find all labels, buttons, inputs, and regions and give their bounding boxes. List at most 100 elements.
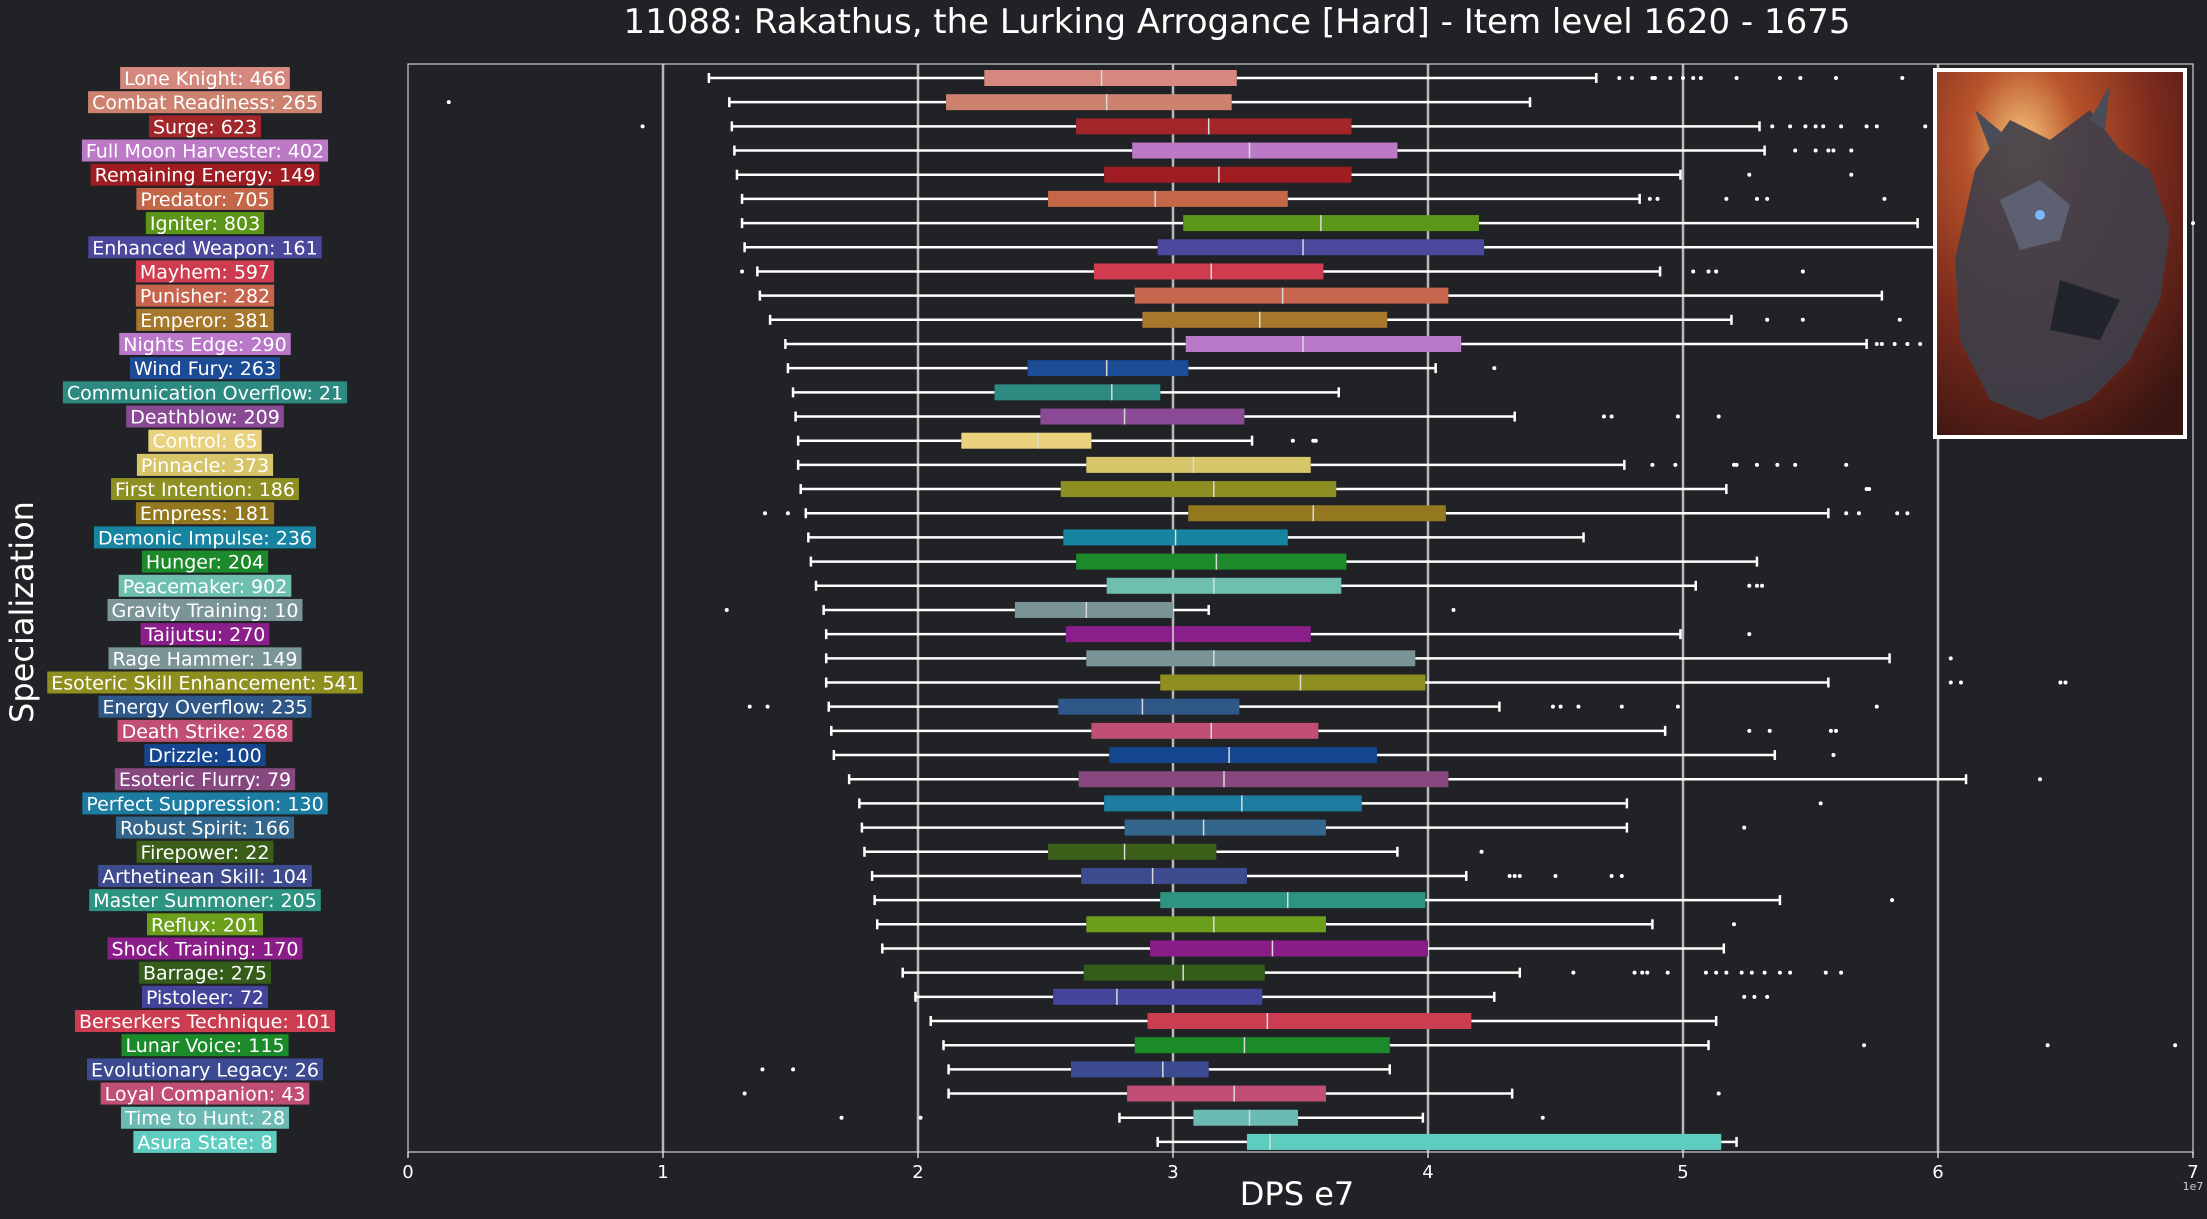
spec-label: Surge: 623 bbox=[148, 115, 262, 138]
box bbox=[1188, 505, 1446, 522]
outlier-point bbox=[1553, 873, 1558, 878]
outlier-point bbox=[1788, 970, 1793, 975]
spec-label-bg bbox=[136, 453, 274, 476]
spec-label-text: First Intention: 186 bbox=[115, 479, 295, 501]
outlier-point bbox=[1828, 728, 1833, 733]
spec-label: Berserkers Technique: 101 bbox=[74, 1010, 336, 1033]
spec-label-bg bbox=[144, 744, 266, 767]
spec-label-bg bbox=[98, 864, 312, 887]
spec-label-bg bbox=[119, 332, 291, 355]
spec-label-text: Shock Training: 170 bbox=[112, 938, 299, 960]
spec-label-text: Energy Overflow: 235 bbox=[102, 697, 307, 719]
outlier-point bbox=[1770, 124, 1775, 129]
outlier-point bbox=[1681, 76, 1685, 80]
outlier-point bbox=[2063, 680, 2068, 685]
box bbox=[1106, 577, 1342, 594]
spec-label-text: Peacemaker: 902 bbox=[123, 576, 288, 598]
spec-label: Time to Hunt: 28 bbox=[120, 1106, 290, 1130]
box bbox=[1104, 795, 1362, 812]
outlier-point bbox=[1732, 922, 1736, 927]
spec-label-bg bbox=[88, 91, 322, 114]
x-tick-label: 5 bbox=[1677, 1162, 1688, 1183]
outlier-point bbox=[1892, 341, 1897, 346]
outlier-point bbox=[1918, 341, 1923, 346]
spec-label-text: Predator: 705 bbox=[140, 189, 269, 211]
outlier-point bbox=[1492, 366, 1497, 371]
outlier-point bbox=[1895, 511, 1900, 516]
outlier-point bbox=[785, 511, 790, 516]
x-tick-label: 3 bbox=[1167, 1162, 1178, 1183]
spec-label: Esoteric Skill Enhancement: 541 bbox=[47, 671, 363, 695]
outlier-point bbox=[2058, 680, 2063, 685]
spec-label-bg bbox=[74, 1010, 336, 1033]
outlier-point bbox=[1609, 414, 1614, 419]
outlier-point bbox=[1839, 124, 1844, 129]
outlier-point bbox=[1793, 462, 1798, 467]
outlier-point bbox=[1897, 317, 1902, 322]
outlier-point bbox=[1834, 728, 1838, 733]
spec-label: Perfect Suppression: 130 bbox=[82, 792, 328, 815]
outlier-point bbox=[1675, 704, 1680, 709]
spec-label: Arthetinean Skill: 104 bbox=[98, 864, 312, 888]
outlier-point bbox=[1517, 873, 1522, 878]
outlier-point bbox=[1619, 704, 1624, 709]
box bbox=[1132, 142, 1398, 159]
outlier-point bbox=[1879, 341, 1884, 346]
outlier-point bbox=[1818, 801, 1823, 806]
spec-label-text: Mayhem: 597 bbox=[140, 261, 270, 283]
y-axis-label: Specialization bbox=[3, 501, 41, 723]
outlier-point bbox=[1844, 462, 1849, 467]
dragon-portrait-icon bbox=[1933, 68, 2187, 439]
spec-label-bg bbox=[126, 405, 284, 428]
outlier-point bbox=[1698, 76, 1703, 80]
spec-label-bg bbox=[117, 719, 293, 742]
spec-label: Deathblow: 209 bbox=[126, 405, 284, 429]
box bbox=[1060, 481, 1337, 498]
outlier-point bbox=[918, 1115, 923, 1120]
box-series bbox=[740, 263, 1805, 280]
outlier-point bbox=[1512, 873, 1517, 878]
box-series bbox=[814, 577, 1765, 594]
spec-label: Reflux: 201 bbox=[147, 913, 263, 936]
box-series bbox=[796, 432, 1318, 449]
spec-label-text: Lone Knight: 466 bbox=[124, 68, 286, 90]
spec-label: Demonic Impulse: 236 bbox=[93, 526, 317, 549]
spec-label-bg bbox=[135, 260, 275, 283]
box-series bbox=[824, 626, 1752, 643]
spec-label: Taijutsu: 270 bbox=[140, 623, 270, 646]
outlier-point bbox=[1803, 124, 1808, 129]
outlier-point bbox=[740, 269, 745, 274]
box bbox=[1124, 819, 1326, 836]
spec-label-text: Control: 65 bbox=[152, 431, 257, 453]
spec-label-text: Pinnacle: 373 bbox=[141, 455, 269, 477]
outlier-point bbox=[1777, 970, 1782, 975]
spec-label: Combat Readiness: 265 bbox=[88, 91, 322, 114]
box bbox=[1014, 601, 1173, 618]
outlier-point bbox=[1882, 196, 1887, 201]
outlier-point bbox=[1948, 656, 1953, 661]
outlier-point bbox=[1831, 148, 1836, 153]
spec-label-text: Time to Hunt: 28 bbox=[124, 1108, 285, 1130]
spec-label: Robust Spirit: 166 bbox=[115, 816, 295, 840]
outlier-point bbox=[1905, 341, 1910, 346]
outlier-point bbox=[1747, 583, 1752, 588]
outlier-point bbox=[1849, 172, 1854, 177]
spec-label-bg bbox=[82, 792, 328, 815]
outlier-point bbox=[1451, 607, 1456, 612]
spec-label-text: Nights Edge: 290 bbox=[123, 334, 287, 356]
outlier-point bbox=[1793, 148, 1798, 153]
spec-label-text: Reflux: 201 bbox=[151, 914, 259, 936]
outlier-point bbox=[1675, 414, 1680, 419]
outlier-point bbox=[1632, 970, 1637, 975]
spec-label: Firepower: 22 bbox=[136, 840, 274, 864]
outlier-point bbox=[1798, 76, 1803, 80]
spec-label: Mayhem: 597 bbox=[135, 260, 275, 283]
outlier-point bbox=[1703, 970, 1708, 975]
spec-label-text: Remaining Energy: 149 bbox=[95, 165, 316, 187]
outlier-point bbox=[1831, 753, 1836, 758]
spec-label: Pistoleer: 72 bbox=[141, 985, 269, 1009]
outlier-point bbox=[1716, 414, 1721, 419]
box-series bbox=[847, 771, 2042, 788]
outlier-point bbox=[760, 1067, 765, 1072]
box bbox=[1048, 843, 1217, 860]
